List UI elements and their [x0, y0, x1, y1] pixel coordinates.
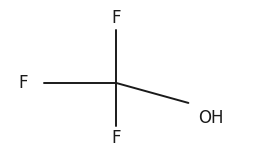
Text: F: F	[112, 9, 121, 27]
Text: OH: OH	[198, 109, 223, 127]
Text: F: F	[112, 129, 121, 147]
Text: F: F	[19, 74, 28, 92]
